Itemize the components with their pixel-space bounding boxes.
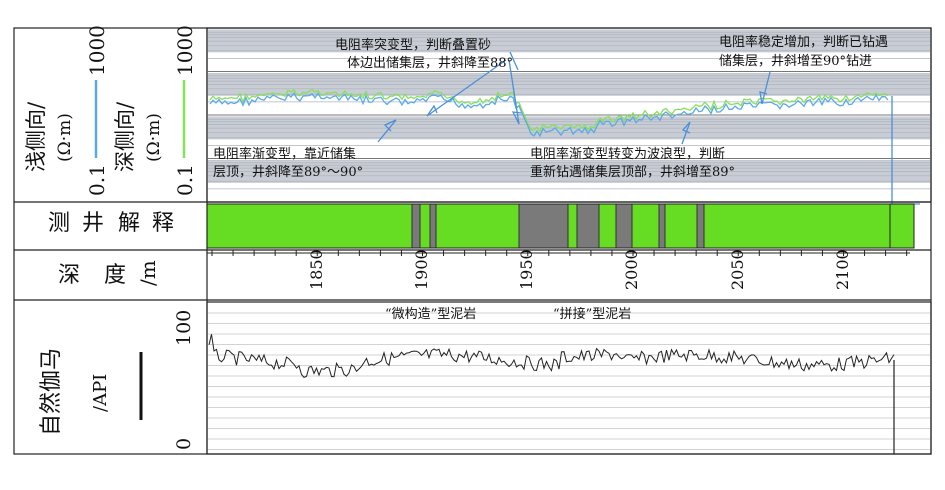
arrow-5-head (681, 121, 691, 134)
mudstone-block-3 (518, 203, 569, 249)
annotation-1-line-1: 电阻率突变型，判断叠置砂 (335, 37, 491, 53)
depth-tick-label-2000: 2000 (622, 249, 641, 290)
arrow-2b (509, 51, 519, 71)
depth-label-char-1: 深 (58, 263, 80, 288)
arrow-4-head (383, 119, 397, 132)
arrow-1-head (426, 104, 438, 117)
annotation-4-line-1: 电阻率渐变型转变为波浪型，判断 (530, 146, 725, 162)
deep-resistivity-unit: (Ω·m) (144, 113, 164, 162)
gamma-note-microstructure: “微构造”型泥岩 (385, 307, 476, 322)
mudstone-block-5 (615, 203, 633, 249)
depth-tick-label-1850: 1850 (307, 249, 326, 290)
outer-border (13, 27, 932, 455)
shallow-scale-min: 0.1 (85, 164, 109, 196)
interp-label-char-1: 测 (48, 211, 70, 236)
mudstone-block-1 (411, 203, 421, 249)
interp-label-char-4: 释 (152, 211, 174, 236)
shallow-resistivity-label: 浅侧向/ (24, 101, 48, 172)
annotation-2-line-1: 电阻率稳定增加，判断已钻遇 (719, 34, 888, 50)
arrow-3 (761, 71, 771, 105)
mudstone-block-4 (576, 203, 600, 249)
gamma-scale-max: 100 (173, 310, 195, 346)
gamma-plot-frame (206, 301, 932, 455)
annotation-3-line-2: 层顶，井斜降至89°～90° (213, 165, 363, 180)
deep-scale-min: 0.1 (173, 164, 197, 196)
gamma-unit: /API (90, 374, 111, 412)
deep-scale-max: 1000 (173, 25, 197, 76)
annotation-2-line-2: 储集层，井斜增至90°钻进 (719, 53, 872, 69)
figure-frame (13, 27, 932, 455)
mudstone-block-2 (429, 203, 437, 249)
interp-label-char-2: 井 (82, 211, 104, 236)
annotation-1-line-2: 体边出储集层，井斜降至88° (347, 55, 513, 71)
depth-tick-label-2050: 2050 (728, 249, 747, 290)
shallow-resistivity-curve (209, 92, 889, 138)
depth-tick-label-1900: 1900 (412, 249, 431, 290)
shallow-scale-max: 1000 (85, 25, 109, 76)
annotation-4-line-2: 重新钻遇储集层顶部，井斜增至89° (530, 164, 735, 180)
arrow-4 (377, 119, 397, 143)
depth-tick-label-2100: 2100 (833, 249, 852, 290)
resistivity-track: 浅侧向/ (Ω·m) 0.1 1000 深侧向/ (Ω·m) 0.1 1000 … (24, 25, 932, 205)
arrow-5 (681, 121, 691, 145)
gamma-grid (208, 312, 930, 450)
gamma-note-spliced: “拼接”型泥岩 (553, 306, 631, 322)
interpretation-track: 测 井 解 释 (48, 203, 915, 249)
curve-end-drop-line (891, 96, 920, 205)
gamma-scale-min: 0 (173, 438, 195, 450)
interp-label-char-3: 解 (118, 211, 140, 236)
shallow-resistivity-unit: (Ω·m) (55, 113, 75, 162)
gamma-ray-curve (208, 334, 895, 378)
depth-label-unit: /m (136, 260, 160, 286)
arrow-3-head (759, 91, 768, 105)
deep-resistivity-curve (209, 88, 889, 133)
depth-track: 1850 1900 1950 2000 2050 2100 深 度 /m (58, 249, 910, 290)
mudstone-block-7 (696, 203, 705, 249)
resistivity-grid-band (208, 30, 930, 53)
gamma-track: “微构造”型泥岩 “拼接”型泥岩 自然伽马 /API 100 0 (39, 301, 932, 455)
resistivity-grid-band (208, 161, 930, 183)
depth-ticks (207, 250, 910, 256)
resistivity-grid-band (208, 74, 930, 96)
gamma-label: 自然伽马 (39, 348, 64, 436)
mudstone-block-6 (658, 203, 666, 249)
depth-tick-label-1950: 1950 (517, 249, 536, 290)
deep-resistivity-label: 深侧向/ (113, 101, 137, 172)
arrow-2-head (511, 111, 522, 125)
arrow-1 (426, 59, 507, 117)
annotation-3-line-1: 电阻率渐变型，靠近储集 (213, 146, 356, 162)
depth-label-char-2: 度 (104, 263, 126, 288)
arrow-2 (508, 59, 520, 125)
